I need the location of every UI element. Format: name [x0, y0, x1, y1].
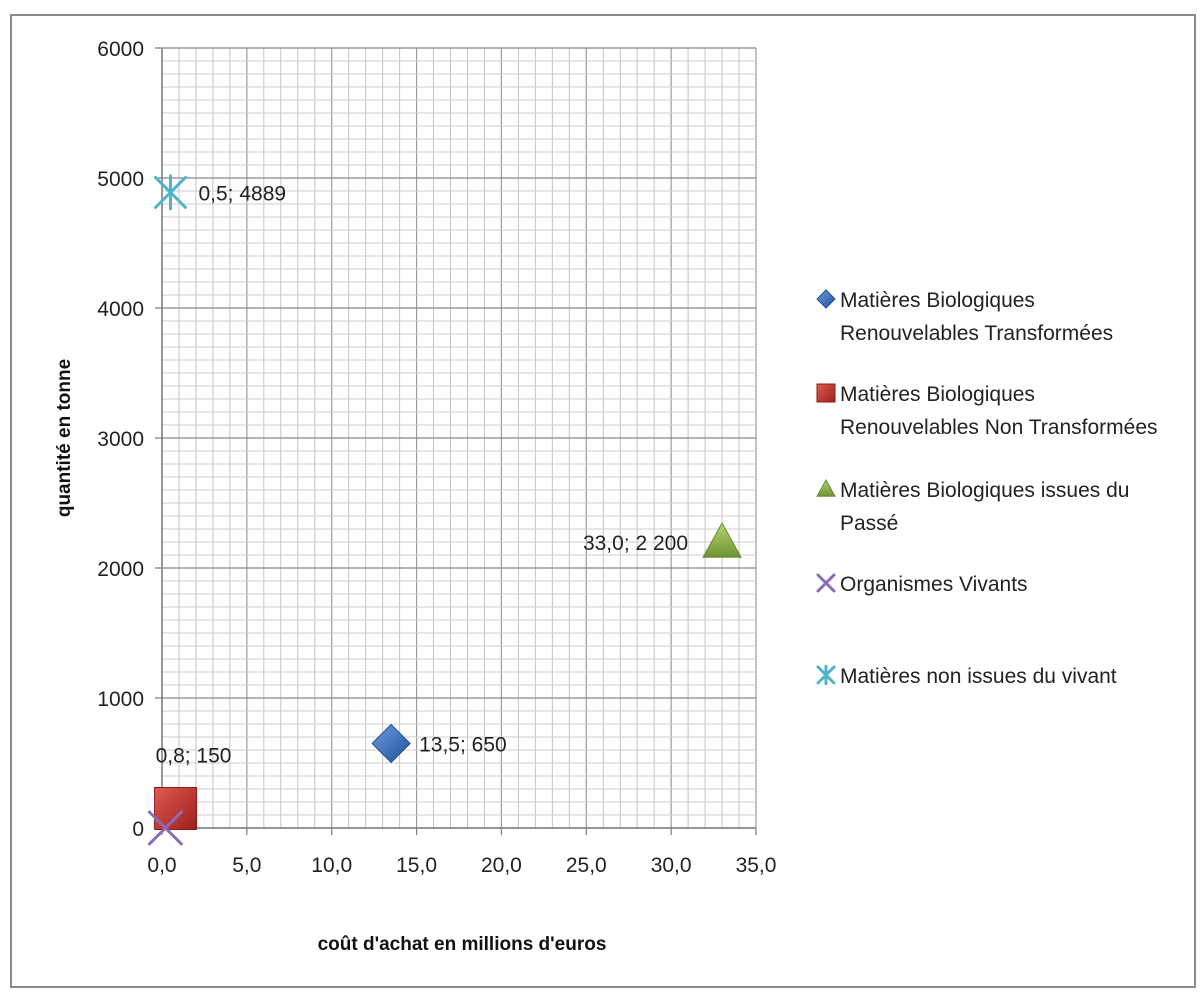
x-tick-label: 10,0 [311, 854, 352, 877]
data-points [147, 174, 742, 846]
data-point-triangle [702, 521, 742, 558]
legend-label: Matières non issues du vivant [840, 665, 1117, 688]
x-tick-label: 35,0 [736, 854, 777, 877]
legend-marker-square [816, 383, 836, 403]
legend-marker-diamond [816, 289, 836, 309]
data-label: 33,0; 2 200 [583, 532, 688, 555]
y-tick-label: 0 [132, 818, 144, 841]
x-tick-label: 0,0 [147, 854, 176, 877]
legend-item: Matières Biologiques issues du Passé [816, 478, 1130, 535]
y-tick-label: 6000 [97, 38, 144, 61]
x-tick-label: 25,0 [566, 854, 607, 877]
legend-label: Matières Biologiques [840, 383, 1035, 406]
data-label: 0,8; 150 [156, 745, 232, 768]
legend-marker-x [816, 573, 836, 593]
y-tick-label: 5000 [97, 168, 144, 191]
data-labels: 13,5; 650 0,8; 150 33,0; 2 200 0,5; 4889 [156, 182, 688, 767]
axes [155, 47, 757, 835]
x-tick-label: 5,0 [232, 854, 261, 877]
x-tick-label: 15,0 [396, 854, 437, 877]
legend-label: Renouvelables Non Transformées [840, 416, 1158, 439]
legend-item: Matières non issues du vivant [816, 664, 1117, 688]
tick-labels: 0,0 5,0 10,0 15,0 20,0 25,0 30,0 35,0 0 1000 2000 3… [97, 38, 776, 877]
x-tick-label: 30,0 [651, 854, 692, 877]
legend-label: Renouvelables Transformées [840, 322, 1113, 345]
legend-label: Matières Biologiques issues du [840, 479, 1130, 502]
data-point-diamond [371, 723, 411, 764]
legend-item: Organismes Vivants [816, 573, 1028, 596]
data-label: 13,5; 650 [419, 734, 507, 757]
legend-label: Organismes Vivants [840, 573, 1028, 596]
y-tick-label: 3000 [97, 428, 144, 451]
data-point-x [147, 810, 183, 846]
legend-label: Matières Biologiques [840, 289, 1035, 312]
x-tick-label: 20,0 [481, 854, 522, 877]
legend-item: Matières Biologiques Renouvelables Transf… [816, 289, 1113, 345]
data-label: 0,5; 4889 [198, 182, 286, 205]
y-tick-label: 2000 [97, 558, 144, 581]
legend-item: Matières Biologiques Renouvelables Non Tr… [816, 383, 1158, 439]
x-axis-title: coût d'achat en millions d'euros [318, 934, 607, 955]
legend-marker-triangle [816, 478, 836, 497]
grid-lines [161, 47, 757, 829]
legend-marker-star [816, 664, 836, 686]
y-tick-label: 1000 [97, 688, 144, 711]
legend: Matières Biologiques Renouvelables Transf… [816, 289, 1158, 688]
y-axis-title: quantité en tonne [54, 359, 75, 517]
legend-label: Passé [840, 512, 898, 535]
y-tick-label: 4000 [97, 298, 144, 321]
data-point-star [153, 174, 187, 211]
